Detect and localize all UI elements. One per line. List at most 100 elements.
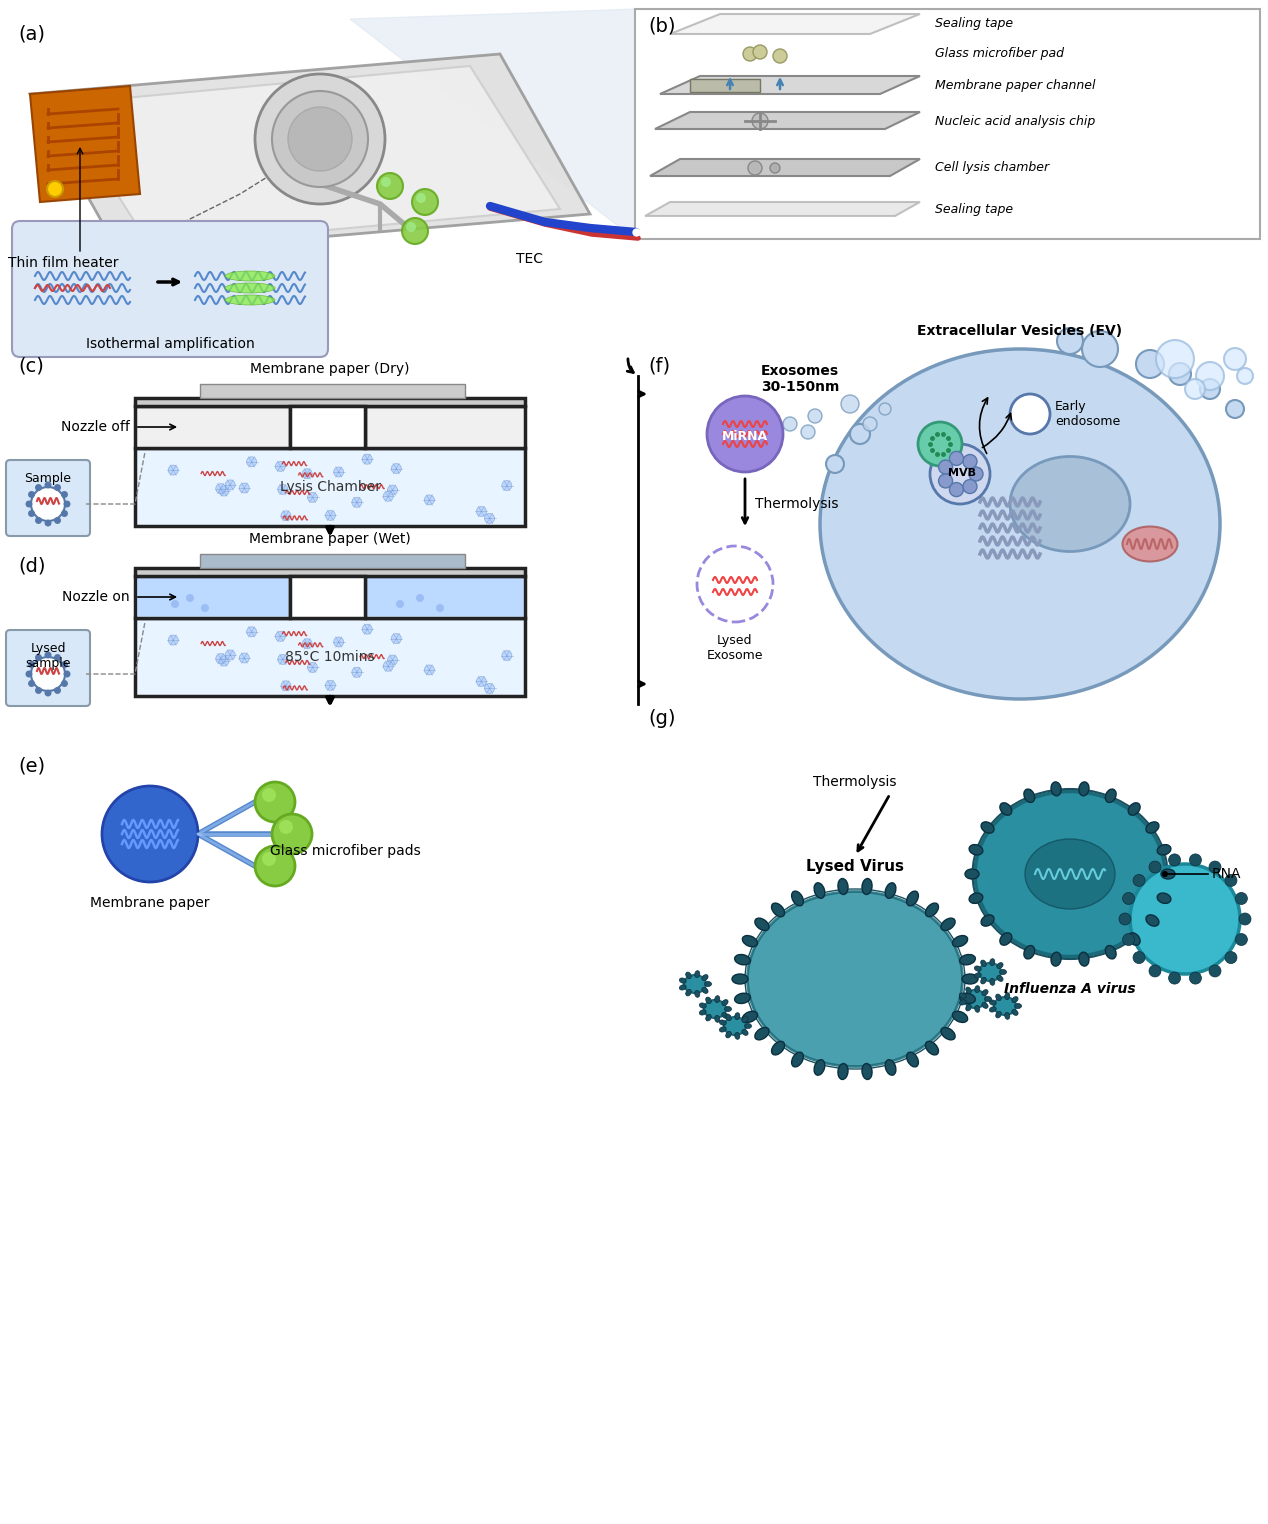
Circle shape: [1208, 861, 1221, 873]
Circle shape: [436, 604, 444, 613]
Circle shape: [1082, 331, 1118, 367]
Ellipse shape: [744, 1024, 752, 1029]
Ellipse shape: [1129, 933, 1140, 945]
Circle shape: [801, 425, 815, 439]
Ellipse shape: [719, 1020, 727, 1026]
Circle shape: [425, 495, 435, 504]
Ellipse shape: [1106, 945, 1116, 959]
Ellipse shape: [1004, 992, 1009, 1000]
Text: (a): (a): [18, 24, 44, 43]
Circle shape: [363, 625, 373, 634]
Ellipse shape: [706, 997, 711, 1004]
Text: Membrane paper: Membrane paper: [90, 896, 209, 910]
Text: (c): (c): [18, 357, 44, 375]
Ellipse shape: [1106, 789, 1116, 803]
Circle shape: [44, 651, 52, 658]
Circle shape: [1156, 340, 1194, 378]
Circle shape: [1196, 363, 1224, 390]
Circle shape: [938, 474, 952, 488]
Circle shape: [477, 677, 487, 686]
Text: (b): (b): [648, 15, 676, 35]
Circle shape: [25, 671, 33, 678]
Polygon shape: [645, 203, 921, 216]
Polygon shape: [650, 158, 921, 175]
Ellipse shape: [980, 960, 987, 966]
Ellipse shape: [862, 1064, 872, 1079]
Circle shape: [708, 396, 784, 472]
FancyBboxPatch shape: [200, 384, 465, 398]
Ellipse shape: [724, 1006, 732, 1012]
Ellipse shape: [701, 975, 708, 980]
Circle shape: [380, 177, 391, 187]
Ellipse shape: [997, 975, 1003, 981]
Circle shape: [1122, 934, 1135, 945]
Circle shape: [1134, 875, 1145, 887]
Circle shape: [36, 654, 42, 661]
Ellipse shape: [734, 1032, 739, 1039]
FancyBboxPatch shape: [365, 405, 525, 448]
Circle shape: [169, 465, 179, 475]
Ellipse shape: [926, 1041, 938, 1055]
Text: Sealing tape: Sealing tape: [935, 17, 1013, 30]
Circle shape: [55, 485, 61, 491]
Circle shape: [55, 654, 61, 661]
Text: Lysis Chamber: Lysis Chamber: [279, 480, 380, 494]
Circle shape: [28, 491, 36, 498]
Ellipse shape: [952, 936, 967, 946]
FancyBboxPatch shape: [365, 576, 525, 619]
Circle shape: [1169, 853, 1181, 866]
Ellipse shape: [715, 1015, 720, 1023]
Ellipse shape: [995, 994, 1002, 1001]
Ellipse shape: [721, 1000, 728, 1006]
Ellipse shape: [742, 1012, 757, 1023]
Circle shape: [61, 680, 68, 687]
Ellipse shape: [734, 954, 751, 965]
Ellipse shape: [907, 892, 918, 905]
Text: (e): (e): [18, 756, 46, 776]
Circle shape: [1208, 965, 1221, 977]
FancyBboxPatch shape: [137, 578, 288, 616]
Circle shape: [477, 506, 487, 517]
Ellipse shape: [964, 991, 987, 1007]
Circle shape: [1225, 951, 1238, 963]
Ellipse shape: [981, 914, 994, 927]
Circle shape: [28, 680, 36, 687]
Circle shape: [412, 189, 437, 215]
Ellipse shape: [1158, 893, 1170, 904]
Circle shape: [1186, 379, 1205, 399]
Ellipse shape: [700, 1010, 706, 1015]
Circle shape: [28, 511, 36, 517]
Ellipse shape: [704, 1000, 727, 1018]
Ellipse shape: [981, 989, 988, 995]
FancyBboxPatch shape: [134, 405, 290, 448]
Circle shape: [383, 661, 393, 671]
Circle shape: [1200, 379, 1220, 399]
Ellipse shape: [966, 1004, 971, 1010]
Circle shape: [1169, 972, 1181, 985]
Ellipse shape: [990, 959, 995, 966]
Circle shape: [30, 488, 65, 521]
Ellipse shape: [680, 978, 686, 983]
Circle shape: [1118, 913, 1131, 925]
Ellipse shape: [1014, 1003, 1022, 1009]
Circle shape: [825, 456, 844, 472]
Text: Nozzle off: Nozzle off: [61, 421, 131, 434]
Circle shape: [281, 511, 290, 521]
Text: Extracellular Vesicles (EV): Extracellular Vesicles (EV): [918, 325, 1122, 338]
Circle shape: [326, 680, 336, 690]
Circle shape: [1122, 893, 1135, 904]
Ellipse shape: [224, 283, 275, 293]
Ellipse shape: [1079, 952, 1089, 966]
Circle shape: [363, 454, 373, 465]
Ellipse shape: [695, 971, 700, 977]
Circle shape: [1225, 875, 1238, 887]
Ellipse shape: [1000, 803, 1012, 815]
FancyBboxPatch shape: [134, 398, 525, 405]
Circle shape: [61, 661, 68, 668]
Text: Sample: Sample: [24, 472, 71, 485]
Ellipse shape: [984, 997, 992, 1001]
Ellipse shape: [706, 1015, 711, 1021]
Circle shape: [308, 663, 317, 672]
FancyBboxPatch shape: [635, 9, 1260, 239]
Ellipse shape: [734, 994, 751, 1003]
